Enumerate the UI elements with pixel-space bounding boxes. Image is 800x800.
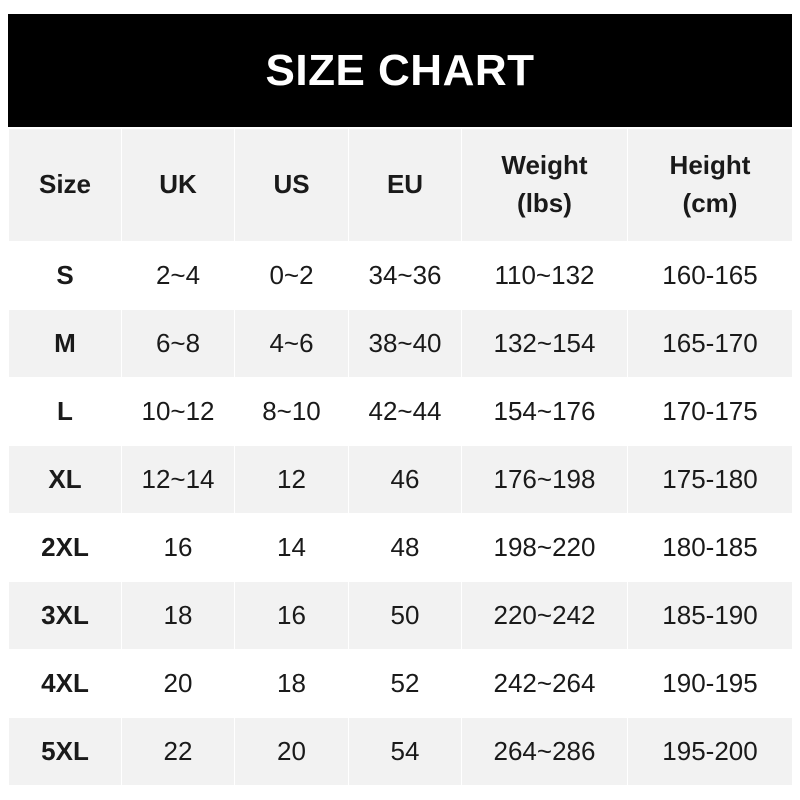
table-cell: 34~36 — [348, 241, 462, 310]
table-cell: 242~264 — [461, 649, 628, 718]
table-cell: 4~6 — [234, 309, 349, 378]
table-cell: 165-170 — [627, 309, 793, 378]
size-chart-table: Size UK US EU Weight (lbs) Height (cm) S 2~4 0~… — [8, 128, 793, 786]
table-cell: 20 — [121, 649, 235, 718]
table-cell: 16 — [121, 513, 235, 582]
table-cell: 50 — [348, 581, 462, 650]
table-cell: 220~242 — [461, 581, 628, 650]
table-cell: 20 — [234, 717, 349, 786]
table-cell: 12 — [234, 445, 349, 514]
table-cell: 176~198 — [461, 445, 628, 514]
table-cell: 0~2 — [234, 241, 349, 310]
size-cell: 3XL — [8, 581, 122, 650]
table-cell: 190-195 — [627, 649, 793, 718]
column-header: Weight (lbs) — [461, 128, 628, 242]
table-row: 4XL 20 18 52 242~264 190-195 — [8, 649, 793, 718]
size-cell: S — [8, 241, 122, 310]
table-cell: 132~154 — [461, 309, 628, 378]
table-row: 5XL 22 20 54 264~286 195-200 — [8, 717, 793, 786]
table-cell: 160-165 — [627, 241, 793, 310]
column-header: US — [234, 128, 349, 242]
header-row: Size UK US EU Weight (lbs) Height (cm) — [8, 128, 793, 242]
column-header: Height (cm) — [627, 128, 793, 242]
table-cell: 154~176 — [461, 377, 628, 446]
table-cell: 18 — [234, 649, 349, 718]
table-row: 3XL 18 16 50 220~242 185-190 — [8, 581, 793, 650]
size-cell: 4XL — [8, 649, 122, 718]
table-cell: 195-200 — [627, 717, 793, 786]
size-cell: XL — [8, 445, 122, 514]
table-cell: 8~10 — [234, 377, 349, 446]
column-header: UK — [121, 128, 235, 242]
table-cell: 18 — [121, 581, 235, 650]
table-cell: 22 — [121, 717, 235, 786]
table-cell: 16 — [234, 581, 349, 650]
table-cell: 6~8 — [121, 309, 235, 378]
column-header: Size — [8, 128, 122, 242]
table-cell: 14 — [234, 513, 349, 582]
table-row: XL 12~14 12 46 176~198 175-180 — [8, 445, 793, 514]
table-cell: 180-185 — [627, 513, 793, 582]
table-row: L 10~12 8~10 42~44 154~176 170-175 — [8, 377, 793, 446]
table-cell: 110~132 — [461, 241, 628, 310]
table-cell: 46 — [348, 445, 462, 514]
table-cell: 52 — [348, 649, 462, 718]
size-cell: L — [8, 377, 122, 446]
table-cell: 54 — [348, 717, 462, 786]
size-chart-title: SIZE CHART — [8, 14, 792, 127]
table-cell: 175-180 — [627, 445, 793, 514]
table-row: S 2~4 0~2 34~36 110~132 160-165 — [8, 241, 793, 310]
table-row: M 6~8 4~6 38~40 132~154 165-170 — [8, 309, 793, 378]
table-cell: 2~4 — [121, 241, 235, 310]
size-cell: M — [8, 309, 122, 378]
table-row: 2XL 16 14 48 198~220 180-185 — [8, 513, 793, 582]
table-cell: 38~40 — [348, 309, 462, 378]
table-cell: 264~286 — [461, 717, 628, 786]
table-cell: 170-175 — [627, 377, 793, 446]
table-cell: 12~14 — [121, 445, 235, 514]
table-cell: 185-190 — [627, 581, 793, 650]
column-header: EU — [348, 128, 462, 242]
table-cell: 10~12 — [121, 377, 235, 446]
table-cell: 198~220 — [461, 513, 628, 582]
size-cell: 5XL — [8, 717, 122, 786]
table-cell: 48 — [348, 513, 462, 582]
table-cell: 42~44 — [348, 377, 462, 446]
size-cell: 2XL — [8, 513, 122, 582]
